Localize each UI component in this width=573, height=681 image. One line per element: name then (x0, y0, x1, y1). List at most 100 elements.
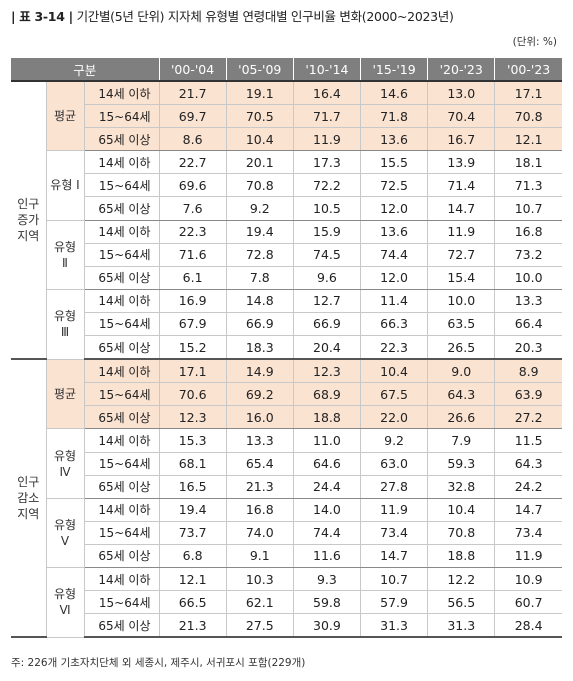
group-label: 유형 Ⅵ (45, 567, 85, 638)
value-cell: 62.1 (225, 590, 294, 615)
value-cell: 27.2 (494, 405, 562, 430)
value-cell: 59.3 (427, 452, 495, 476)
value-cell: 70.8 (494, 104, 562, 129)
value-cell: 72.7 (427, 243, 495, 267)
value-cell: 15.2 (158, 335, 227, 361)
value-cell: 18.3 (225, 335, 294, 361)
age-label: 65세 이상 (84, 475, 160, 499)
value-cell: 71.8 (359, 104, 428, 129)
value-cell: 19.4 (158, 498, 227, 522)
value-cell: 13.6 (359, 127, 428, 152)
value-cell: 19.4 (225, 220, 294, 244)
header-period: '00-'04 (158, 58, 227, 82)
value-cell: 64.3 (494, 452, 562, 476)
value-cell: 17.1 (494, 81, 562, 106)
value-cell: 70.8 (225, 173, 294, 198)
value-cell: 10.9 (494, 567, 562, 592)
age-label: 14세 이하 (84, 289, 160, 313)
age-label: 65세 이상 (84, 266, 160, 290)
header-period: '00-'23 (494, 58, 562, 82)
value-cell: 16.9 (158, 289, 227, 313)
value-cell: 10.0 (494, 266, 562, 290)
value-cell: 13.9 (427, 150, 495, 175)
value-cell: 7.8 (225, 266, 294, 290)
value-cell: 72.2 (292, 173, 361, 198)
value-cell: 28.4 (494, 613, 562, 639)
value-cell: 73.2 (494, 243, 562, 267)
age-label: 14세 이하 (84, 81, 160, 106)
value-cell: 14.7 (359, 544, 428, 568)
value-cell: 16.5 (158, 475, 227, 499)
table-row: 유형 Ⅱ 14세 이하 22.3 19.4 15.9 13.6 11.9 16.8 (11, 220, 562, 290)
value-cell: 56.5 (427, 590, 495, 615)
group-label: 유형 Ⅱ (45, 220, 85, 290)
value-cell: 14.0 (292, 498, 361, 522)
age-label: 65세 이상 (84, 405, 160, 430)
table-row: 유형 Ⅳ 14세 이하 15.3 13.3 11.0 9.2 7.9 11.5 (11, 428, 562, 499)
value-cell: 16.4 (292, 81, 361, 106)
value-cell: 21.3 (225, 475, 294, 499)
table-row: 65세 이상 16.5 21.3 24.4 27.8 32.8 24.2 (11, 475, 562, 499)
value-cell: 63.5 (427, 312, 495, 337)
value-cell: 72.8 (225, 243, 294, 267)
value-cell: 12.1 (494, 127, 562, 152)
value-cell: 6.8 (158, 544, 227, 568)
value-cell: 11.0 (292, 428, 361, 453)
title-bar: | (11, 9, 16, 24)
value-cell: 71.7 (292, 104, 361, 129)
table-note: 주: 226개 기초자치단체 외 세종시, 제주시, 서귀포시 포함(229개) (11, 657, 306, 669)
age-label: 65세 이상 (84, 335, 160, 361)
header-period: '05-'09 (225, 58, 294, 82)
population-ratio-table: 구분 '00-'04 '05-'09 '10-'14 '15-'19 '20-'… (11, 58, 562, 639)
value-cell: 57.9 (359, 590, 428, 615)
title-text: 기간별(5년 단위) 지자체 유형별 연령대별 인구비율 변화(2000~202… (76, 9, 454, 24)
value-cell: 68.1 (158, 452, 227, 476)
value-cell: 64.6 (292, 452, 361, 476)
table-row: 인구 증가 지역 평균 14세 이하 21.7 19.1 16.4 14.6 13.0 17.1 (11, 81, 562, 361)
value-cell: 12.7 (292, 289, 361, 313)
value-cell: 13.3 (225, 428, 294, 453)
value-cell: 6.1 (158, 266, 227, 290)
value-cell: 14.7 (494, 498, 562, 522)
value-cell: 14.6 (359, 81, 428, 106)
value-cell: 60.7 (494, 590, 562, 615)
value-cell: 15.9 (292, 220, 361, 244)
value-cell: 67.9 (158, 312, 227, 337)
value-cell: 12.3 (292, 359, 361, 384)
value-cell: 22.0 (359, 405, 428, 430)
table-row: 유형 Ⅰ 14세 이하 22.7 20.1 17.3 15.5 13.9 18.1 (11, 150, 562, 221)
group-label: 평균 (45, 359, 85, 430)
age-label: 14세 이하 (84, 428, 160, 453)
value-cell: 12.0 (359, 266, 428, 290)
value-cell: 73.7 (158, 521, 227, 545)
title-bar: | (68, 9, 74, 24)
value-cell: 30.9 (292, 613, 361, 639)
value-cell: 66.3 (359, 312, 428, 337)
value-cell: 59.8 (292, 590, 361, 615)
value-cell: 9.3 (292, 567, 361, 592)
age-label: 15~64세 (84, 590, 160, 615)
value-cell: 9.6 (292, 266, 361, 290)
value-cell: 18.8 (427, 544, 495, 568)
value-cell: 18.1 (494, 150, 562, 175)
region-label: 인구 감소 지역 (11, 359, 46, 639)
table-row: 65세 이상 6.8 9.1 11.6 14.7 18.8 11.9 (11, 544, 562, 568)
value-cell: 10.4 (427, 498, 495, 522)
value-cell: 10.5 (292, 196, 361, 221)
table-row: 65세 이상 21.3 27.5 30.9 31.3 31.3 28.4 (11, 613, 562, 639)
value-cell: 73.4 (359, 521, 428, 545)
table-row: 65세 이상 6.1 7.8 9.6 12.0 15.4 10.0 (11, 266, 562, 290)
value-cell: 16.7 (427, 127, 495, 152)
value-cell: 15.4 (427, 266, 495, 290)
group-label: 유형 Ⅰ (45, 150, 85, 221)
value-cell: 16.8 (225, 498, 294, 522)
value-cell: 17.1 (158, 359, 227, 384)
header-period: '15-'19 (359, 58, 428, 82)
group-label: 유형 Ⅳ (45, 428, 85, 499)
age-label: 14세 이하 (84, 498, 160, 522)
group-label: 유형 Ⅴ (45, 498, 85, 568)
value-cell: 9.1 (225, 544, 294, 568)
age-label: 14세 이하 (84, 220, 160, 244)
value-cell: 69.6 (158, 173, 227, 198)
